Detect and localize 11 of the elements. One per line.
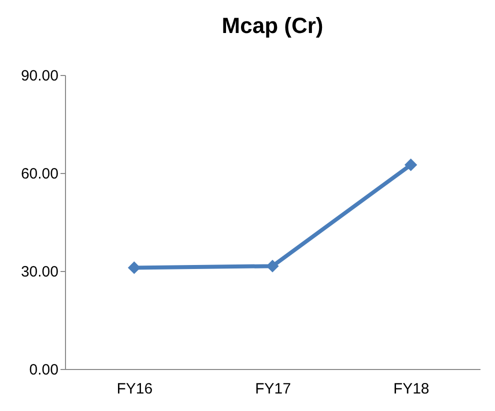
y-tick-label: 30.00 bbox=[20, 264, 58, 280]
point bbox=[266, 260, 279, 272]
x-tick-label: FY17 bbox=[255, 380, 291, 398]
point bbox=[128, 261, 140, 274]
y-tick-label: 60.00 bbox=[20, 166, 58, 182]
x-tick-label: FY16 bbox=[116, 380, 153, 398]
y-tick-label: 0.00 bbox=[29, 362, 58, 378]
point bbox=[404, 158, 418, 172]
x-tick-label: FY18 bbox=[393, 380, 430, 398]
chart-title: Mcap (Cr) bbox=[222, 13, 324, 38]
y-tick-label: 90.00 bbox=[20, 68, 58, 84]
